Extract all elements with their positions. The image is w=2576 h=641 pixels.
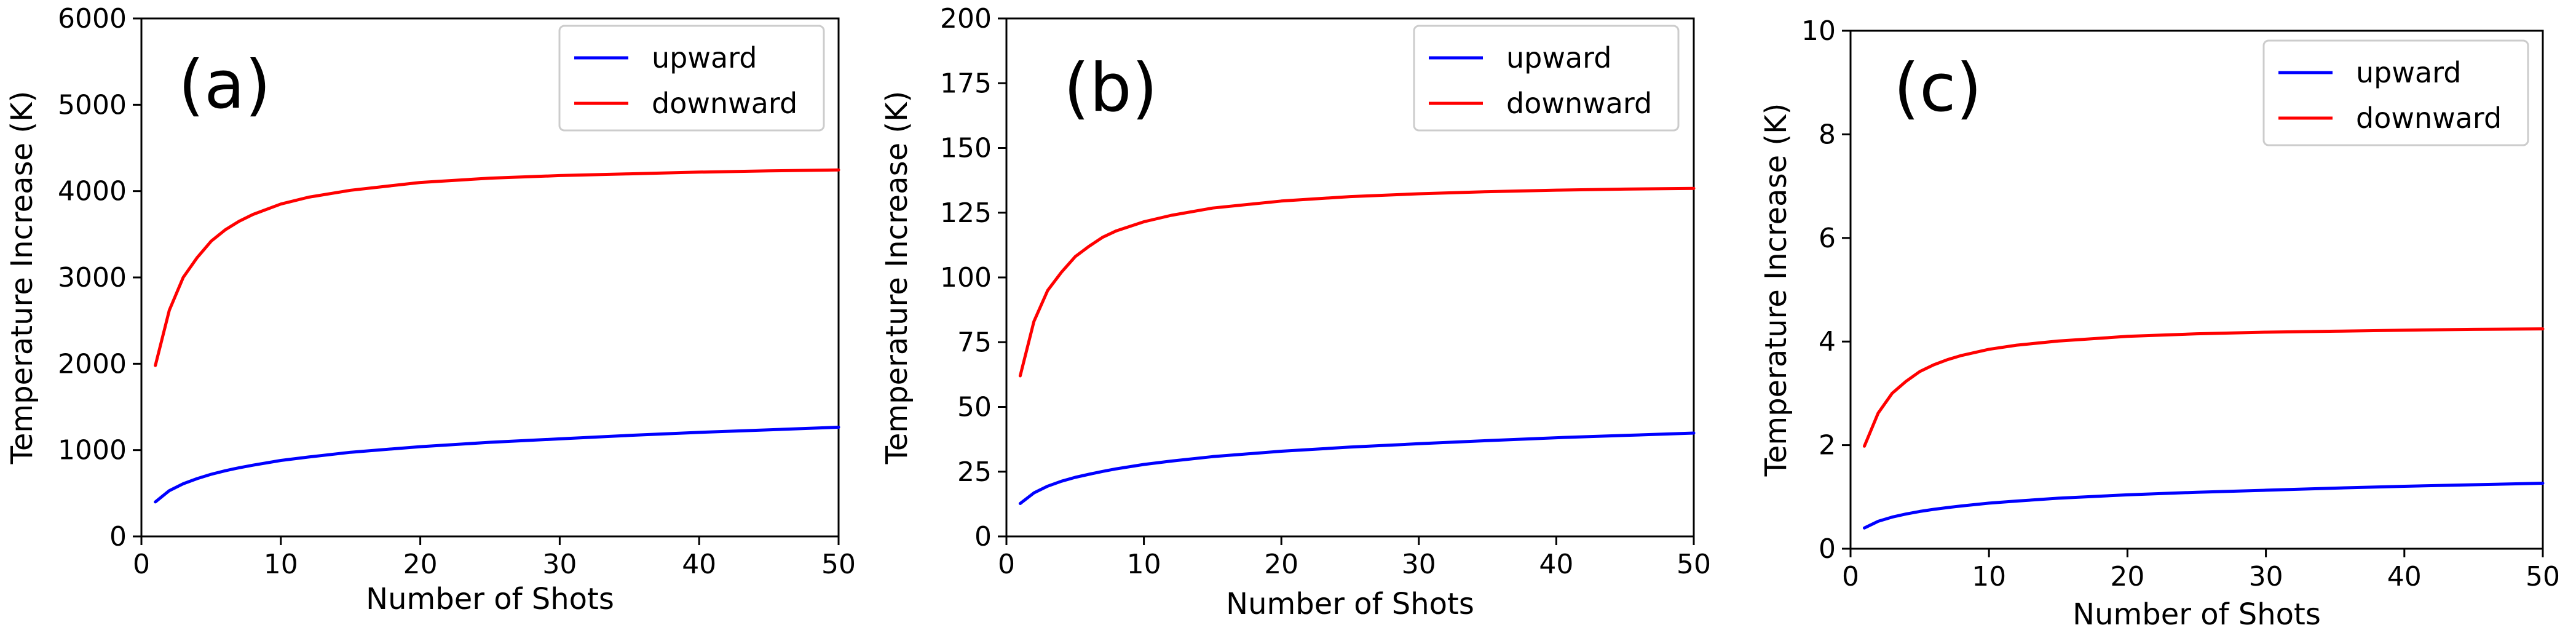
- plot-area-frame: [1849, 30, 2544, 550]
- y-tick-label: 25: [957, 456, 992, 488]
- x-tick-label: 20: [2110, 561, 2144, 592]
- y-axis-label: Temperature Increase (K): [880, 91, 914, 465]
- series-line-upward: [1863, 482, 2545, 530]
- x-axis-label: Number of Shots: [2072, 597, 2321, 632]
- x-tick-label: 50: [1677, 549, 1711, 580]
- x-tick-label: 40: [682, 549, 716, 580]
- x-tick-label: 10: [1127, 549, 1161, 580]
- y-tick-label: 4: [1819, 326, 1836, 357]
- x-tick-label: 40: [2387, 561, 2422, 592]
- y-tick-label: 150: [940, 133, 992, 164]
- legend-label: downward: [1506, 87, 1652, 120]
- y-tick-label: 10: [1801, 15, 1836, 47]
- legend-label: downward: [2356, 102, 2502, 135]
- x-tick-label: 30: [1402, 549, 1436, 580]
- panel-annotation: (b): [1064, 50, 1158, 127]
- x-tick-label: 0: [998, 549, 1015, 580]
- x-tick-label: 10: [264, 549, 298, 580]
- x-tick-label: 30: [542, 549, 577, 580]
- y-tick-label: 6: [1819, 223, 1836, 254]
- y-tick-label: 3000: [58, 262, 127, 293]
- x-tick-label: 20: [403, 549, 438, 580]
- y-tick-label: 1000: [58, 435, 127, 466]
- x-tick-label: 0: [133, 549, 150, 580]
- series-line-downward: [1863, 327, 2545, 448]
- y-tick-label: 175: [940, 68, 992, 99]
- y-tick-label: 0: [109, 521, 127, 552]
- y-tick-label: 100: [940, 262, 992, 293]
- series-line-downward: [154, 168, 840, 367]
- y-tick-label: 5000: [58, 89, 127, 121]
- x-tick-label: 10: [1972, 561, 2006, 592]
- y-axis-label: Temperature Increase (K): [1759, 103, 1793, 477]
- y-tick-label: 200: [940, 3, 992, 34]
- y-tick-label: 75: [957, 327, 992, 358]
- y-tick-label: 50: [957, 392, 992, 423]
- panel-annotation: (a): [178, 47, 271, 124]
- y-tick-label: 0: [974, 521, 992, 552]
- y-tick-label: 6000: [58, 3, 127, 34]
- chart-panel-2: 0 10 20 30 40 50 0 25 50 75 100 125 150 175 200 Number …: [880, 3, 1711, 621]
- x-axis-label: Number of Shots: [366, 582, 614, 616]
- x-tick-label: 0: [1842, 561, 1859, 592]
- y-axis-label: Temperature Increase (K): [5, 91, 39, 465]
- x-tick-label: 50: [821, 549, 856, 580]
- y-tick-label: 2000: [58, 348, 127, 380]
- legend-label: upward: [1506, 41, 1611, 74]
- x-tick-label: 30: [2249, 561, 2283, 592]
- x-tick-label: 40: [1539, 549, 1573, 580]
- y-tick-label: 4000: [58, 176, 127, 207]
- y-tick-label: 2: [1819, 430, 1836, 461]
- x-axis-label: Number of Shots: [1226, 587, 1474, 621]
- y-tick-label: 0: [1819, 533, 1836, 565]
- y-tick-label: 8: [1819, 119, 1836, 150]
- series-line-upward: [1018, 431, 1696, 505]
- y-tick-label: 125: [940, 197, 992, 229]
- legend-label: upward: [2356, 56, 2461, 89]
- legend-label: upward: [652, 41, 757, 74]
- x-tick-label: 20: [1264, 549, 1298, 580]
- panel-annotation: (c): [1894, 50, 1982, 127]
- series-line-upward: [154, 426, 840, 504]
- x-tick-label: 50: [2526, 561, 2560, 592]
- legend-label: downward: [652, 87, 797, 120]
- chart-panel-3: 0 10 20 30 40 50 0 2 4 6 8 10 Number of Shots Tempera…: [1759, 15, 2560, 632]
- chart-panel-1: 0 10 20 30 40 50 0 1000 2000 3000 4000 5000 6000 Numb…: [5, 3, 856, 616]
- series-line-downward: [1018, 186, 1696, 378]
